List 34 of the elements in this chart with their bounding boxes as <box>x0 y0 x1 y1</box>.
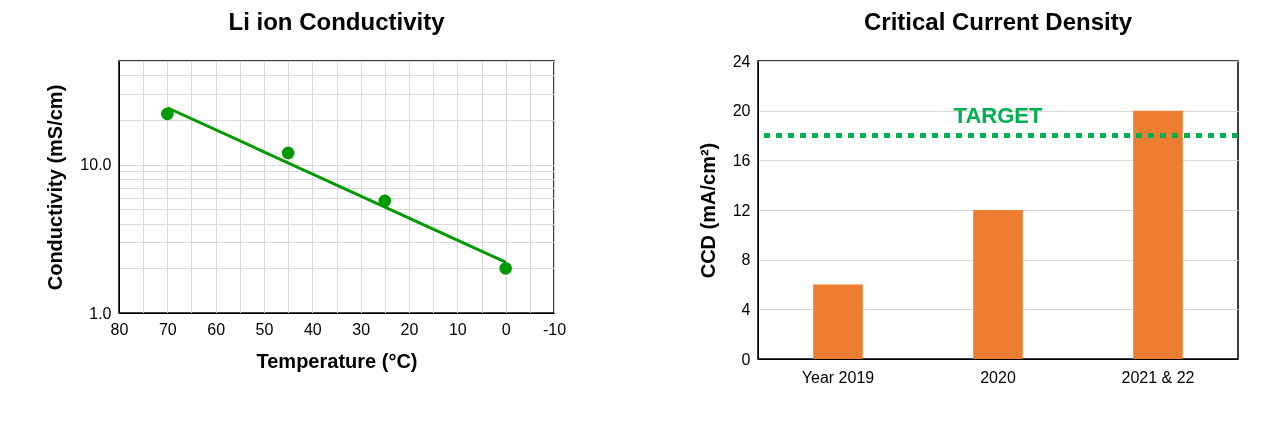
x-tick-label: 40 <box>303 320 322 338</box>
x-tick-label: 70 <box>158 320 177 338</box>
bar <box>813 284 863 359</box>
y-tick-label: 4 <box>741 300 751 318</box>
chart-title: Critical Current Density <box>863 8 1133 35</box>
x-tick-label: -10 <box>542 320 567 338</box>
y-tick-label: 10.0 <box>80 156 112 174</box>
point <box>281 146 295 160</box>
y-tick-label: 24 <box>732 52 751 70</box>
ref-line-label: TARGET <box>953 102 1043 128</box>
y-tick-label: 16 <box>732 151 751 169</box>
x-tick-label: 0 <box>501 320 511 338</box>
y-tick-label: 1.0 <box>89 304 112 322</box>
y-tick-label: 8 <box>741 251 751 269</box>
x-axis-title: Temperature (°C) <box>256 349 418 372</box>
x-tick-label: 2020 <box>980 368 1016 386</box>
point <box>499 262 512 275</box>
x-tick-label: 10 <box>448 320 467 338</box>
y-axis-title: CCD (mA/cm²) <box>696 142 719 279</box>
y-tick-label: 0 <box>741 350 751 368</box>
x-tick-label: 2021 & 22 <box>1121 368 1195 386</box>
y-tick-label: 12 <box>732 201 751 219</box>
x-tick-label: 60 <box>207 320 226 338</box>
x-tick-label: 30 <box>352 320 371 338</box>
x-tick-label: Year 2019 <box>801 368 875 386</box>
x-tick-label: 80 <box>110 320 129 338</box>
y-axis-title: Conductivity (mS/cm) <box>44 84 67 291</box>
x-tick-label: 20 <box>400 320 419 338</box>
point <box>161 107 174 121</box>
bar <box>1133 110 1183 359</box>
chart-title: Li ion Conductivity <box>228 8 446 35</box>
bar <box>973 210 1023 359</box>
y-tick-label: 20 <box>732 102 751 120</box>
x-tick-label: 50 <box>255 320 274 338</box>
